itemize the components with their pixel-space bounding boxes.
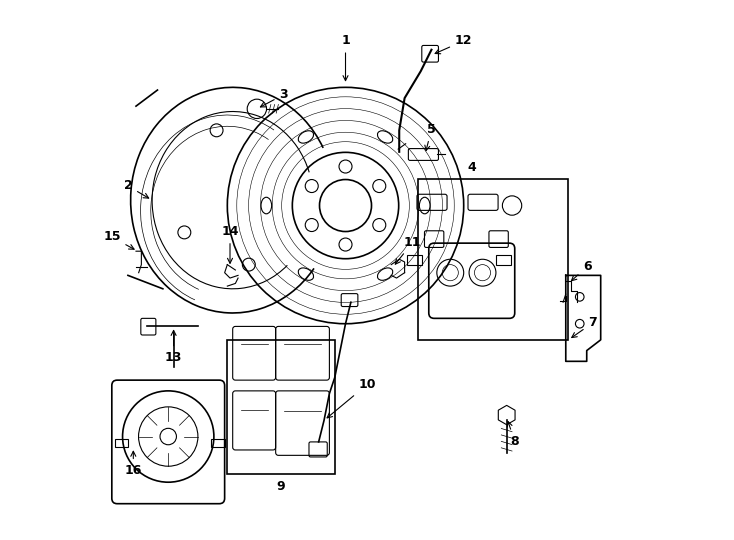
Text: 7: 7 (572, 316, 597, 338)
Bar (115, 439, 128, 447)
Text: 3: 3 (261, 88, 288, 107)
Bar (418, 179, 568, 340)
Text: 5: 5 (425, 123, 436, 151)
Text: 6: 6 (572, 260, 592, 281)
Text: 4: 4 (468, 160, 476, 174)
Text: 12: 12 (435, 35, 473, 54)
Bar (407, 255, 422, 265)
Text: 11: 11 (396, 236, 421, 264)
Text: 9: 9 (277, 480, 286, 493)
Bar (228, 340, 335, 474)
Text: 15: 15 (103, 231, 134, 249)
Bar (211, 439, 225, 447)
Text: 1: 1 (341, 35, 350, 80)
Text: 16: 16 (125, 451, 142, 477)
Text: 10: 10 (327, 378, 376, 418)
Text: 13: 13 (165, 330, 182, 365)
Text: 8: 8 (507, 422, 519, 448)
Bar (496, 255, 511, 265)
Text: 14: 14 (221, 225, 239, 264)
Text: 2: 2 (123, 179, 149, 198)
